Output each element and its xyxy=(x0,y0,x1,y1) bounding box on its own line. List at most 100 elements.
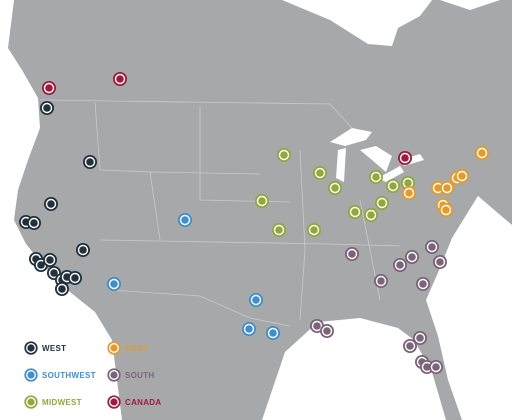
location-marker xyxy=(320,324,334,338)
ring-dot xyxy=(280,151,288,159)
ring-dot xyxy=(37,261,45,269)
ring-dot xyxy=(46,256,54,264)
location-marker xyxy=(475,146,489,160)
location-marker xyxy=(401,176,415,190)
location-marker xyxy=(364,208,378,222)
location-marker xyxy=(369,170,383,184)
location-marker xyxy=(405,250,419,264)
legend-marker xyxy=(24,368,38,382)
ring-dot xyxy=(245,325,253,333)
ring-dot xyxy=(252,296,260,304)
location-marker xyxy=(433,255,447,269)
ring-dot xyxy=(405,189,413,197)
ring-dot xyxy=(478,149,486,157)
ring-dot xyxy=(367,211,375,219)
ring-dot xyxy=(406,342,414,350)
ring-dot xyxy=(181,216,189,224)
ring-dot xyxy=(47,200,55,208)
ring-dot xyxy=(110,398,118,406)
ring-dot xyxy=(27,371,35,379)
ring-dot xyxy=(423,363,431,371)
ring-dot xyxy=(27,344,35,352)
ring-dot xyxy=(86,158,94,166)
ring-dot xyxy=(110,280,118,288)
legend-marker xyxy=(107,368,121,382)
ring-dot xyxy=(428,243,436,251)
ring-dot xyxy=(110,344,118,352)
ring-dot xyxy=(378,199,386,207)
location-marker xyxy=(113,72,127,86)
ring-dot xyxy=(351,208,359,216)
location-marker xyxy=(42,81,56,95)
location-marker xyxy=(374,274,388,288)
location-marker xyxy=(178,213,192,227)
ring-dot xyxy=(419,280,427,288)
location-marker xyxy=(403,339,417,353)
legend-label: WEST xyxy=(42,344,66,353)
location-marker xyxy=(393,258,407,272)
location-marker xyxy=(68,271,82,285)
ring-dot xyxy=(389,182,397,190)
legend: WEST SOUTHWEST MIDWEST EAST SOUTH CANADA xyxy=(24,341,161,409)
location-marker xyxy=(266,326,280,340)
ring-dot xyxy=(401,154,409,162)
location-marker xyxy=(416,277,430,291)
location-marker xyxy=(439,203,453,217)
location-marker xyxy=(313,166,327,180)
ring-dot xyxy=(408,253,416,261)
legend-label: EAST xyxy=(125,344,148,353)
location-marker xyxy=(76,243,90,257)
location-marker xyxy=(307,223,321,237)
location-marker xyxy=(55,282,69,296)
ring-dot xyxy=(116,75,124,83)
ring-dot xyxy=(30,219,38,227)
ring-dot xyxy=(323,327,331,335)
location-marker xyxy=(249,293,263,307)
ring-dot xyxy=(434,184,442,192)
ring-dot xyxy=(71,274,79,282)
ring-dot xyxy=(396,261,404,269)
location-marker xyxy=(107,277,121,291)
ring-dot xyxy=(377,277,385,285)
location-marker xyxy=(455,169,469,183)
location-marker xyxy=(27,216,41,230)
ring-dot xyxy=(443,184,451,192)
legend-label: CANADA xyxy=(125,398,161,407)
ring-dot xyxy=(442,206,450,214)
ring-dot xyxy=(416,334,424,342)
location-marker xyxy=(402,186,416,200)
ring-dot xyxy=(275,226,283,234)
location-marker xyxy=(242,322,256,336)
ring-dot xyxy=(79,246,87,254)
ring-dot xyxy=(372,173,380,181)
legend-label: MIDWEST xyxy=(42,398,82,407)
ring-dot xyxy=(348,250,356,258)
location-marker xyxy=(328,181,342,195)
ring-dot xyxy=(458,172,466,180)
ring-dot xyxy=(313,322,321,330)
legend-marker xyxy=(107,341,121,355)
legend-label: SOUTHWEST xyxy=(42,371,96,380)
location-marker xyxy=(375,196,389,210)
ring-dot xyxy=(432,363,440,371)
location-marker xyxy=(43,253,57,267)
location-marker xyxy=(83,155,97,169)
ring-dot xyxy=(404,179,412,187)
ring-dot xyxy=(269,329,277,337)
legend-marker xyxy=(107,395,121,409)
location-marker xyxy=(425,240,439,254)
location-marker xyxy=(272,223,286,237)
location-marker xyxy=(277,148,291,162)
location-marker xyxy=(386,179,400,193)
location-marker xyxy=(348,205,362,219)
borders xyxy=(39,99,401,327)
location-marker xyxy=(440,181,454,195)
ring-dot xyxy=(58,285,66,293)
location-marker xyxy=(345,247,359,261)
ring-dot xyxy=(27,398,35,406)
ring-dot xyxy=(50,269,58,277)
ring-dot xyxy=(310,226,318,234)
location-marker xyxy=(429,360,443,374)
markers xyxy=(19,72,489,374)
